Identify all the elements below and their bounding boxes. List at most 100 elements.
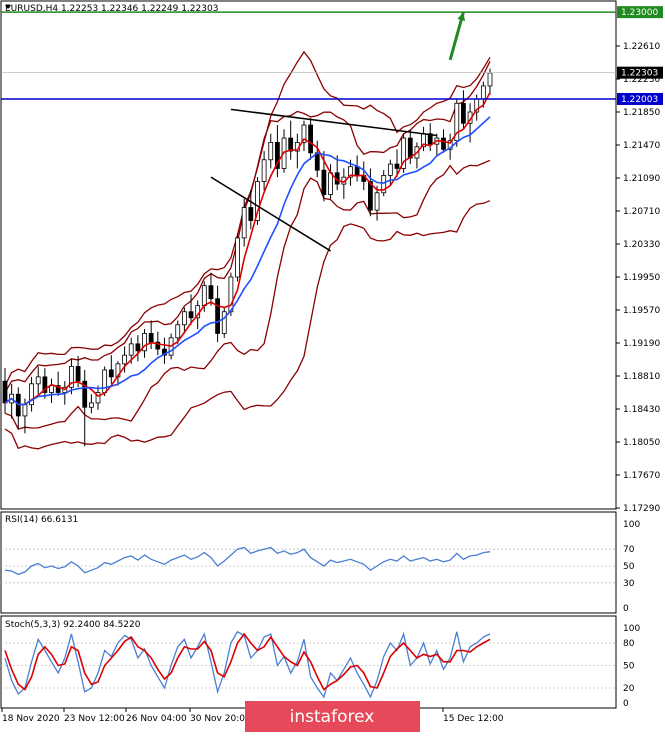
watermark-logo: instaforex xyxy=(290,707,375,727)
candle-body xyxy=(461,102,466,124)
stoch-tick-label: 50 xyxy=(623,662,635,672)
rsi-tick-label: 100 xyxy=(623,520,640,530)
candle-body xyxy=(348,166,353,178)
rsi-levels xyxy=(1,548,616,584)
stoch-tick-label: 80 xyxy=(623,639,635,649)
candle-body xyxy=(69,366,74,388)
candle-body xyxy=(268,141,274,161)
candle-body xyxy=(142,333,147,352)
rsi-tick-label: 30 xyxy=(623,579,635,589)
candle-body xyxy=(354,166,360,176)
candle-body xyxy=(22,404,28,417)
rsi-tick-label: 0 xyxy=(623,604,629,614)
stoch-lines xyxy=(4,630,491,699)
candle-body xyxy=(328,172,333,195)
rsi-series xyxy=(4,546,491,576)
level-tag xyxy=(617,92,663,105)
price-tick-label: 1.17290 xyxy=(623,504,660,514)
candle-body xyxy=(427,133,433,145)
target-arrow-head xyxy=(457,12,466,21)
candle-body xyxy=(201,285,207,307)
candle-body xyxy=(394,163,400,169)
level-tag xyxy=(617,66,663,79)
candle-body xyxy=(29,383,34,406)
candle-body xyxy=(188,311,194,319)
stoch-tick-label: 20 xyxy=(623,684,635,694)
candle-body xyxy=(102,369,108,393)
candle-body xyxy=(108,369,114,378)
lower-band xyxy=(4,159,491,430)
title-dropdown-icon[interactable] xyxy=(5,5,11,9)
rsi-label: RSI(14) 66.6131 xyxy=(5,515,78,525)
candle-body xyxy=(454,102,460,142)
candle-body xyxy=(42,376,48,393)
candle-body xyxy=(387,163,393,176)
candle-body xyxy=(228,276,234,313)
time-tick-label: 26 Nov 04:00 xyxy=(126,714,187,724)
stoch-levels xyxy=(1,642,616,689)
candle-body xyxy=(275,141,280,169)
price-tick-label: 1.18810 xyxy=(623,372,660,382)
candle-body xyxy=(480,85,486,100)
candle-body xyxy=(407,137,413,159)
candle-body xyxy=(447,140,453,150)
price-tick-label: 1.21850 xyxy=(623,108,660,118)
candle-body xyxy=(181,311,187,326)
time-tick-label: 23 Nov 12:00 xyxy=(64,714,125,724)
candle-body xyxy=(374,192,380,211)
candle-body xyxy=(381,174,387,194)
target-arrow xyxy=(448,11,465,61)
candle-body xyxy=(235,237,240,278)
candle-body xyxy=(35,376,41,385)
candle-body xyxy=(301,124,307,143)
candle-body xyxy=(82,380,88,408)
level-tag-label: 1.22003 xyxy=(621,95,658,105)
stoch-axis: 100 80 50 20 0 xyxy=(623,624,640,709)
level-tag-label: 1.23000 xyxy=(621,8,658,18)
candle-body xyxy=(314,152,320,171)
candle-body xyxy=(441,137,446,150)
level-tag-label: 1.22303 xyxy=(621,69,658,79)
time-axis: 18 Nov 2020 23 Nov 12:00 26 Nov 04:00 30 No… xyxy=(1,708,504,724)
candle-body xyxy=(55,385,61,393)
watermark-banner xyxy=(245,701,420,732)
ma-fast-line xyxy=(4,92,491,406)
price-tick-label: 1.22230 xyxy=(623,75,660,85)
candle-body xyxy=(95,392,101,404)
price-tick-label: 1.18430 xyxy=(623,405,660,415)
rsi-panel[interactable] xyxy=(0,511,617,614)
candle-body xyxy=(155,341,161,350)
price-tick-label: 1.19950 xyxy=(623,273,660,283)
candle-body xyxy=(221,311,227,334)
price-tick-label: 1.20710 xyxy=(623,207,660,217)
candle-body xyxy=(128,343,134,356)
candle-body xyxy=(148,333,154,343)
candle-body xyxy=(255,181,260,221)
price-panel[interactable] xyxy=(0,0,617,510)
trendline xyxy=(210,176,331,252)
candle-body xyxy=(122,354,127,365)
outer-lower-band xyxy=(4,200,491,450)
annotations-group xyxy=(1,11,616,252)
price-tick-label: 1.19190 xyxy=(623,339,660,349)
candle-body xyxy=(288,137,294,152)
candle-body xyxy=(321,169,327,195)
time-tick-label: 15 Dec 12:00 xyxy=(443,714,504,724)
stoch-tick-label: 0 xyxy=(623,699,629,709)
candle-body xyxy=(215,298,220,334)
ma-slow-line xyxy=(4,116,491,406)
candle-body xyxy=(487,72,493,87)
candle-body xyxy=(241,207,247,239)
chart-title: EURUSD,H4 1.22253 1.22346 1.22249 1.2230… xyxy=(5,4,218,14)
stoch-label: Stoch(5,3,3) 92.2400 84.5220 xyxy=(5,620,141,630)
candle-body xyxy=(88,402,94,408)
price-axis: 1.22610 1.22230 1.21850 1.21470 1.21090 1.207… xyxy=(616,6,663,514)
candle-body xyxy=(75,366,81,382)
candle-body xyxy=(308,124,314,154)
upper-band xyxy=(4,61,491,393)
indicator-lines xyxy=(4,92,491,406)
candle-body xyxy=(2,380,8,404)
price-tick-label: 1.21470 xyxy=(623,141,660,151)
